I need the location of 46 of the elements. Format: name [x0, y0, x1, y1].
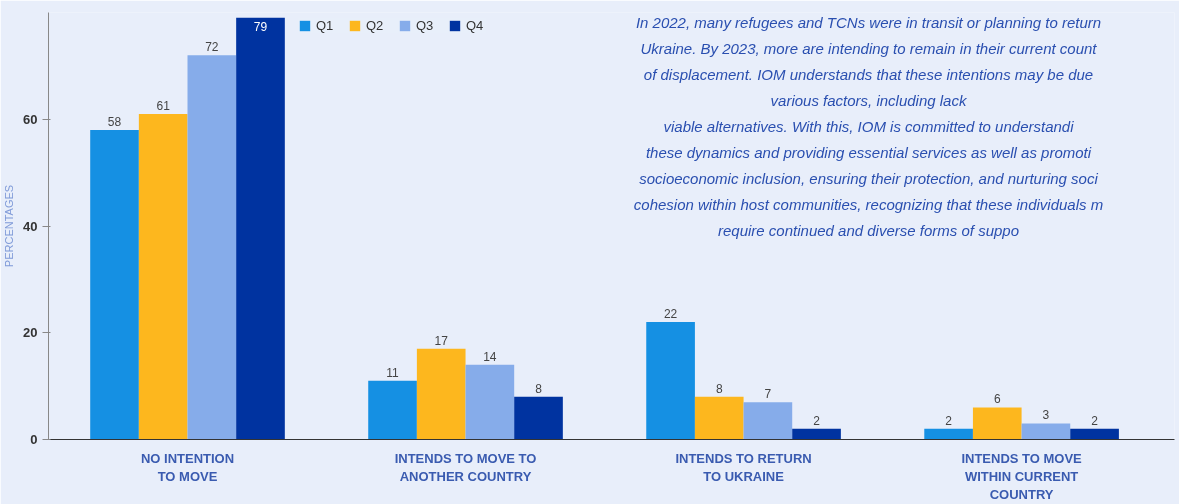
bar [138, 113, 188, 440]
bar [187, 55, 237, 440]
bar [90, 129, 139, 440]
data-label: 14 [483, 349, 497, 364]
data-label: 8 [535, 381, 543, 396]
data-label: 58 [107, 114, 122, 129]
bar [416, 348, 466, 440]
bar [646, 322, 695, 440]
bar [924, 428, 973, 440]
data-label: 72 [205, 40, 219, 55]
legend-label: Q1 [316, 18, 335, 33]
data-label: 2 [1091, 413, 1099, 428]
x-tick-label: INTENDS TO MOVE TO ANOTHER COUNTRY [394, 450, 537, 484]
y-tick-label: 20 [23, 325, 38, 341]
data-label: 61 [156, 98, 171, 113]
data-label: 11 [386, 365, 400, 380]
bar [465, 364, 515, 440]
data-label: 8 [715, 381, 723, 396]
data-label: 79 [253, 19, 268, 34]
bar [514, 396, 563, 440]
x-tick-label: INTENDS TO RETURN TO UKRAINE [675, 450, 812, 484]
bar [236, 17, 285, 440]
data-label: 6 [993, 392, 1001, 407]
data-label: 2 [945, 413, 953, 428]
legend-label: Q2 [366, 18, 385, 33]
y-tick-label: 40 [23, 218, 38, 234]
data-label: 17 [434, 333, 449, 348]
bar [792, 428, 841, 440]
y-tick-label: 60 [23, 111, 38, 127]
bar [368, 380, 417, 440]
y-tick-label: 0 [30, 432, 38, 447]
data-label: 2 [813, 413, 821, 428]
bar [972, 407, 1022, 440]
bar [694, 396, 744, 440]
legend-label: Q4 [466, 18, 485, 33]
data-label: 7 [764, 387, 772, 402]
bar [743, 402, 793, 440]
x-tick-label: NO INTENTION TO MOVE [140, 450, 235, 484]
bar [1021, 423, 1071, 440]
legend-label: Q3 [416, 18, 435, 33]
y-axis-title: PERCENTAGES [3, 184, 16, 268]
text: In 2022, many refugees and TCNs were in transit or planning to return Ukraine. By 2023, more are intending to remain in their current count of displacement. IOM understands that these intentions may be due various factors, including lack viable alternatives. With this, IOM is committed to understandi these dynamics and providing essential services as well as promoti socioeconomic inclusion, ensuring their protection, and nurturing soci cohesion within host communities, recognizing that these individuals m require continued and diverse forms of suppo [633, 13, 1104, 239]
data-label: 22 [663, 307, 678, 322]
x-tick-label: INTENDS TO MOVE WITHIN CURRENT COUNTRY [961, 450, 1083, 502]
bar [1070, 428, 1119, 440]
data-label: 3 [1042, 408, 1050, 423]
